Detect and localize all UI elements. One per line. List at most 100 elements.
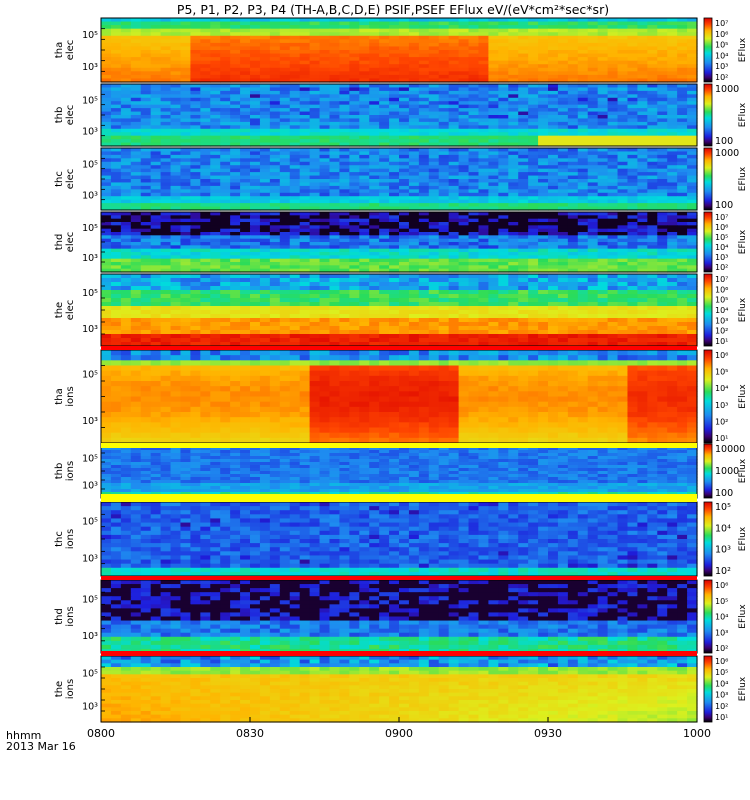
spectrogram-cell: [448, 67, 460, 72]
spectrogram-cell: [548, 212, 559, 216]
spectrogram-cell: [269, 18, 281, 23]
spectrogram-cell: [528, 135, 539, 140]
spectrogram-cell: [319, 212, 331, 216]
spectrogram-cell: [309, 189, 321, 194]
spectrogram-cell: [538, 294, 549, 299]
spectrogram-cell: [567, 108, 579, 113]
spectrogram-cell: [299, 199, 311, 204]
spectrogram-cell: [438, 142, 450, 147]
spectrogram-cell: [319, 50, 331, 55]
spectrogram-cell: [319, 142, 331, 147]
spectrogram-cell: [359, 78, 370, 83]
spectrogram-cell: [349, 206, 360, 211]
spectrogram-cell: [617, 21, 629, 26]
spectrogram-cell: [190, 125, 201, 130]
spectrogram-cell: [180, 154, 191, 159]
spectrogram-cell: [389, 67, 400, 72]
spectrogram-cell: [528, 235, 539, 240]
spectrogram-cell: [289, 94, 301, 99]
spectrogram-cell: [299, 115, 311, 120]
spectrogram-cell: [528, 94, 539, 99]
spectrogram-cell: [170, 175, 182, 180]
spectrogram-cell: [667, 148, 678, 153]
spectrogram-cell: [518, 258, 529, 263]
spectrogram-cell: [567, 238, 579, 243]
spectrogram-cell: [677, 268, 688, 273]
spectrogram-cell: [438, 179, 450, 184]
spectrogram-cell: [538, 64, 549, 69]
spectrogram-cell: [259, 258, 271, 263]
spectrogram-cell: [538, 111, 549, 116]
spectrogram-cell: [160, 108, 172, 113]
spectrogram-cell: [637, 218, 648, 223]
spectrogram-cell: [647, 78, 658, 83]
spectrogram-cell: [379, 262, 390, 266]
spectrogram-cell: [210, 232, 221, 236]
spectrogram-cell: [548, 97, 559, 102]
spectrogram-cell: [269, 262, 281, 266]
spectrogram-cell: [468, 165, 480, 170]
spectrogram-cell: [379, 125, 390, 130]
spectrogram-cell: [428, 232, 440, 236]
spectrogram-cell: [339, 222, 350, 226]
spectrogram-cell: [557, 78, 569, 83]
spectrogram-cell: [538, 222, 549, 226]
spectrogram-cell: [170, 46, 182, 51]
spectrogram-cell: [289, 108, 301, 113]
spectrogram-cell: [299, 298, 311, 303]
spectrogram-cell: [309, 252, 321, 256]
spectrogram-cell: [637, 274, 648, 279]
spectrogram-cell: [120, 90, 132, 95]
spectrogram-cell: [418, 118, 430, 123]
spectrogram-cell: [101, 78, 112, 83]
spectrogram-cell: [349, 148, 360, 153]
spectrogram-cell: [518, 67, 529, 72]
spectrogram-cell: [548, 238, 559, 243]
spectrogram-cell: [200, 18, 211, 23]
spectrogram-cell: [597, 135, 609, 140]
spectrogram-cell: [488, 35, 499, 40]
spectrogram-cell: [220, 118, 231, 123]
spectrogram-cell: [210, 74, 221, 80]
spectrogram-cell: [190, 189, 201, 194]
spectrogram-cell: [498, 203, 509, 208]
spectrogram-cell: [478, 222, 489, 226]
spectrogram-cell: [359, 151, 370, 156]
spectrogram-cell: [269, 161, 281, 166]
spectrogram-cell: [220, 94, 231, 99]
spectrogram-cell: [607, 64, 619, 69]
spectrogram-cell: [120, 218, 132, 223]
spectrogram-cell: [607, 18, 619, 23]
spectrogram-cell: [428, 104, 440, 109]
spectrogram-cell: [289, 121, 301, 126]
spectrogram-cell: [548, 235, 559, 240]
spectrogram-cell: [498, 53, 509, 58]
spectrogram-cell: [478, 18, 489, 23]
spectrogram-cell: [349, 128, 360, 133]
spectrogram-cell: [597, 212, 609, 216]
spectrogram-cell: [458, 172, 470, 177]
spectrogram-cell: [488, 139, 499, 144]
spectrogram-cell: [101, 46, 112, 51]
spectrogram-cell: [329, 262, 340, 266]
spectrogram-cell: [557, 60, 569, 65]
spectrogram-cell: [140, 262, 152, 266]
spectrogram-cell: [597, 154, 609, 159]
spectrogram-cell: [120, 111, 132, 116]
spectrogram-cell: [110, 39, 122, 44]
spectrogram-cell: [369, 46, 380, 51]
spectrogram-cell: [587, 78, 599, 83]
spectrogram-cell: [130, 108, 142, 113]
spectrogram-cell: [289, 298, 301, 303]
spectrogram-cell: [408, 192, 420, 197]
spectrogram-cell: [160, 142, 172, 147]
spectrogram-cell: [190, 64, 201, 69]
spectrogram-cell: [190, 115, 201, 120]
spectrogram-cell: [428, 199, 440, 204]
spectrogram-cell: [369, 139, 380, 144]
spectrogram-cell: [518, 218, 529, 223]
spectrogram-cell: [319, 172, 331, 177]
spectrogram-cell: [210, 42, 221, 48]
spectrogram-cell: [210, 262, 221, 266]
spectrogram-cell: [279, 265, 291, 270]
